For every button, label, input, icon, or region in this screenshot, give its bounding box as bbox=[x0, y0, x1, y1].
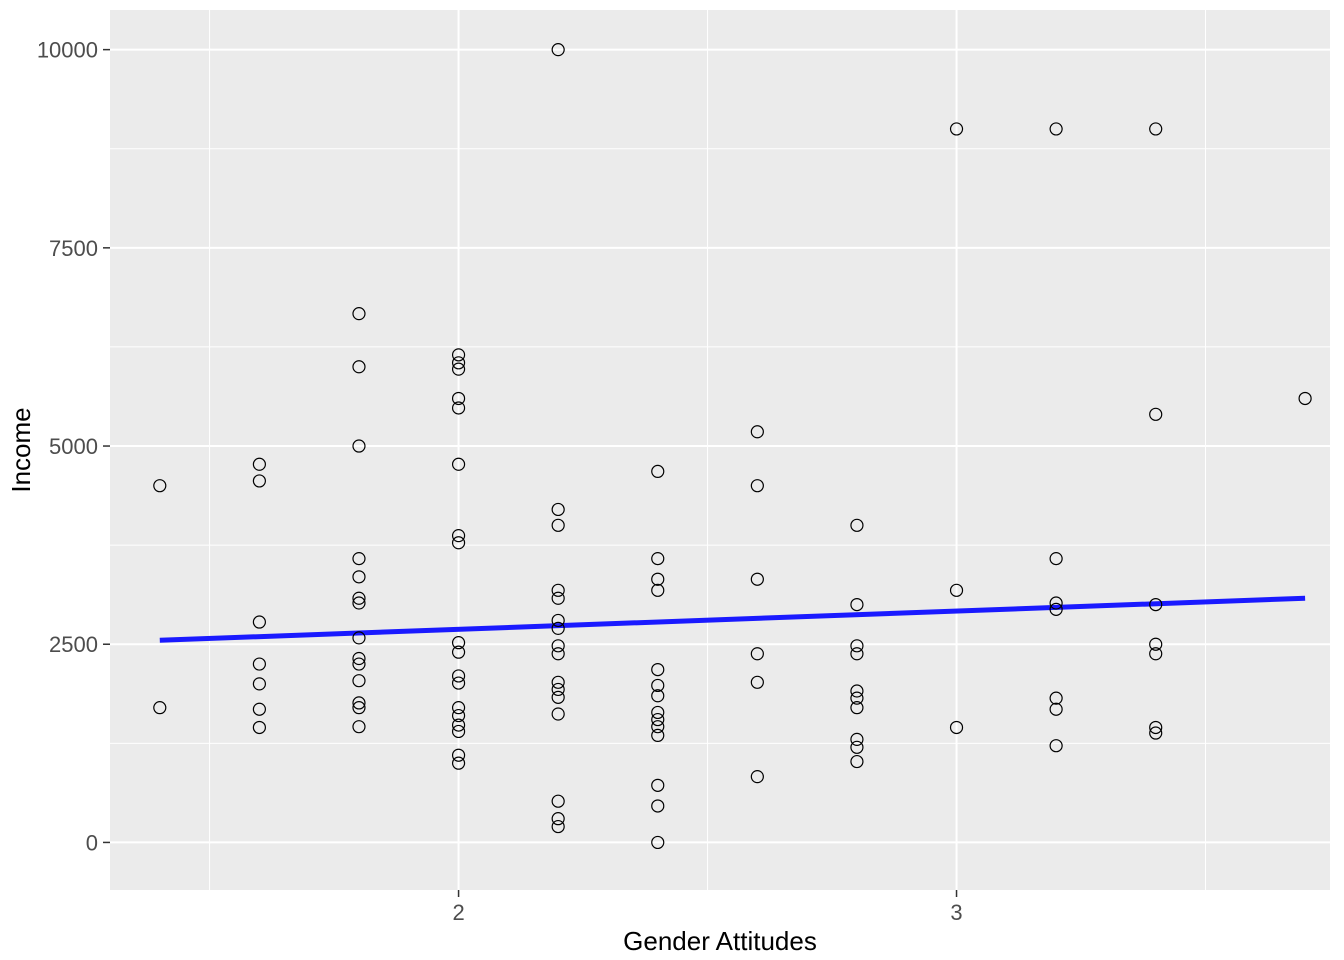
y-tick-label: 2500 bbox=[49, 632, 98, 657]
y-tick-label: 10000 bbox=[37, 38, 98, 63]
x-tick-label: 2 bbox=[452, 900, 464, 925]
x-axis-title: Gender Attitudes bbox=[623, 926, 817, 956]
y-tick-label: 7500 bbox=[49, 236, 98, 261]
chart-svg: 2 3 0 2500 5000 7500 10000 Gender Attitudes Inco… bbox=[0, 0, 1344, 960]
plot-panel bbox=[110, 10, 1330, 890]
x-tick-label: 3 bbox=[950, 900, 962, 925]
y-tick-label: 0 bbox=[86, 830, 98, 855]
y-axis-title: Income bbox=[6, 407, 36, 492]
y-tick-label: 5000 bbox=[49, 434, 98, 459]
scatter-chart: 2 3 0 2500 5000 7500 10000 Gender Attitudes Inco… bbox=[0, 0, 1344, 960]
